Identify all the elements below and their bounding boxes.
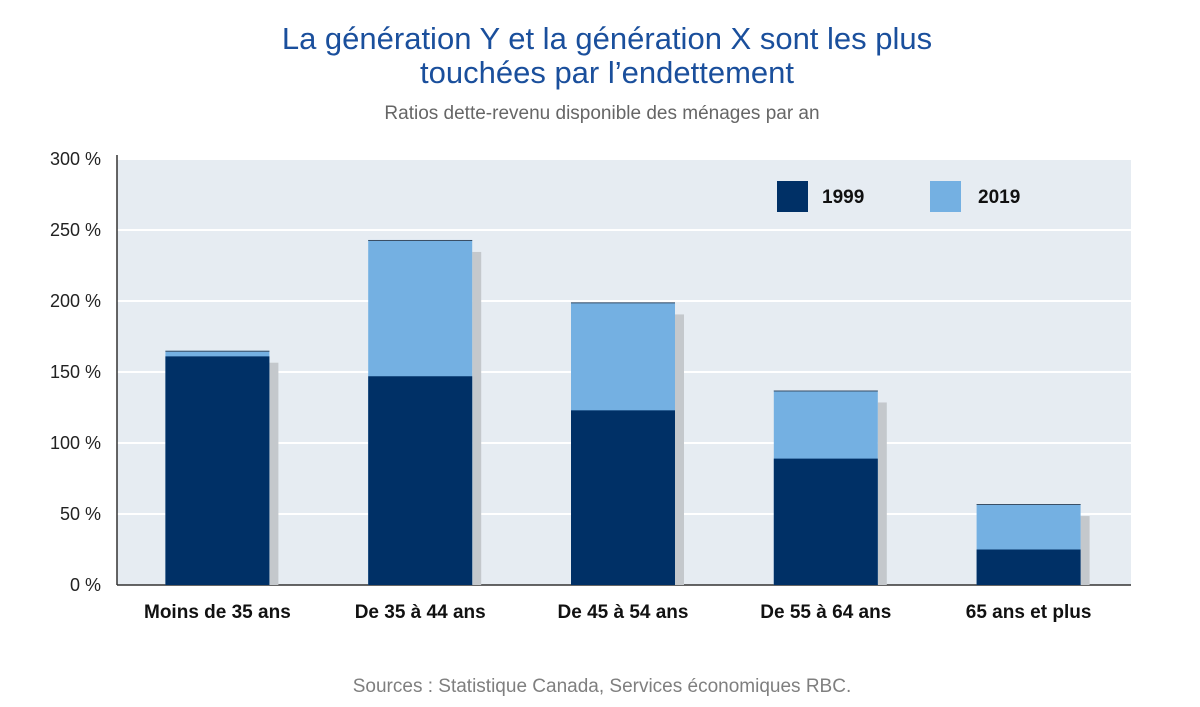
bar-shadow (472, 251, 482, 585)
bar-1999 (976, 549, 1081, 585)
x-category-label: De 35 à 44 ans (355, 602, 486, 623)
chart-subtitle: Ratios dette-revenu disponible des ménag… (384, 103, 820, 124)
legend-label-1999: 1999 (822, 187, 864, 208)
bar-1999 (571, 410, 675, 585)
chart-title-line-2: touchées par l’endettement (420, 55, 794, 90)
y-tick-label: 200 % (50, 291, 101, 311)
source-note: Sources : Statistique Canada, Services é… (352, 676, 852, 697)
bar-shadow (1080, 516, 1090, 585)
x-category-label: 65 ans et plus (966, 602, 1092, 623)
y-tick-label: 150 % (50, 362, 101, 382)
bar-shadow (675, 314, 684, 585)
y-tick-label: 0 % (70, 575, 101, 595)
y-tick-label: 300 % (50, 149, 101, 169)
bar-1999 (368, 376, 473, 585)
bar-shadow (877, 402, 887, 585)
legend-label-2019: 2019 (978, 187, 1020, 208)
chart-title-line-1: La génération Y et la génération X sont … (281, 21, 933, 56)
y-tick-label: 100 % (50, 433, 101, 453)
x-category-label: Moins de 35 ans (144, 602, 291, 623)
legend-swatch-1999 (777, 181, 808, 212)
bar-1999 (773, 458, 878, 585)
chart-title: La génération Y et la génération X sont … (0, 22, 1200, 90)
y-tick-label: 50 % (60, 504, 101, 524)
y-tick-label: 250 % (50, 220, 101, 240)
x-category-label: De 55 à 64 ans (760, 602, 891, 623)
bar-1999 (165, 356, 270, 585)
bar-shadow (269, 362, 279, 585)
legend-swatch-2019 (930, 181, 961, 212)
x-category-label: De 45 à 54 ans (558, 602, 689, 623)
